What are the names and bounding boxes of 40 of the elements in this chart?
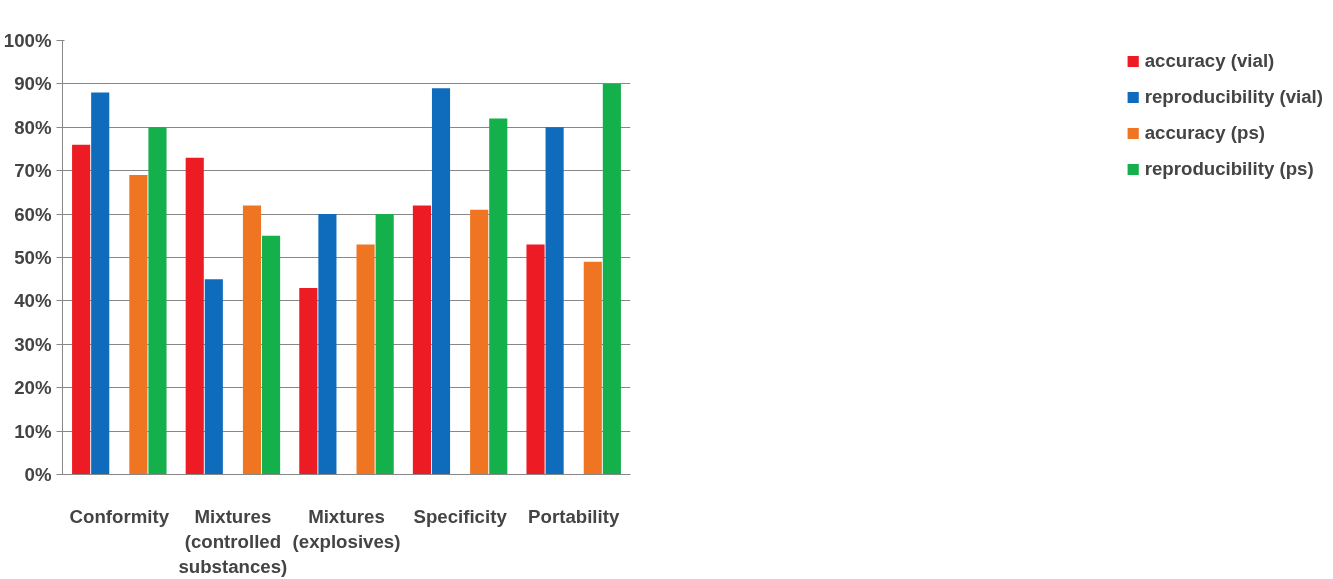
bar xyxy=(204,279,223,475)
bar xyxy=(318,214,337,475)
y-tick-label: 70% xyxy=(14,160,52,182)
bar xyxy=(583,261,602,475)
bar xyxy=(72,144,91,475)
y-tick-label: 90% xyxy=(14,73,52,95)
bar xyxy=(148,127,167,475)
bar xyxy=(526,244,545,475)
legend-label: reproducibility (vial) xyxy=(1144,86,1323,108)
legend-label: reproducibility (ps) xyxy=(1144,158,1314,180)
x-tick-label: Specificity xyxy=(413,505,508,527)
bar xyxy=(129,175,148,475)
y-tick-label: 20% xyxy=(14,377,52,399)
bar xyxy=(412,205,431,475)
y-tick-label: 30% xyxy=(14,333,52,355)
y-tick-label: 100% xyxy=(3,30,52,51)
bar xyxy=(431,88,451,475)
y-tick-label: 40% xyxy=(14,290,52,312)
x-tick-label: Conformity xyxy=(69,505,170,527)
bar xyxy=(470,209,489,475)
bar xyxy=(91,92,110,475)
bar xyxy=(262,235,281,475)
y-tick-label: 50% xyxy=(14,247,52,268)
y-tick-label: 60% xyxy=(14,203,52,225)
bar xyxy=(299,287,318,475)
bar xyxy=(242,205,262,475)
bar xyxy=(375,214,394,475)
x-tick-label: Portability xyxy=(528,505,620,527)
x-tick-label: Mixtures (explosives) xyxy=(292,505,401,552)
x-tick-label: Mixtures (controlled substances) xyxy=(178,505,288,577)
bar xyxy=(545,127,564,475)
y-tick-label: 80% xyxy=(14,116,52,138)
bar xyxy=(602,83,621,475)
legend-label: accuracy (ps) xyxy=(1144,122,1265,144)
y-tick-label: 0% xyxy=(24,464,52,485)
bar xyxy=(356,244,375,475)
bar xyxy=(489,118,508,475)
y-tick-label: 10% xyxy=(14,420,52,442)
legend-label: accuracy (vial) xyxy=(1144,50,1275,72)
bar xyxy=(185,157,204,475)
